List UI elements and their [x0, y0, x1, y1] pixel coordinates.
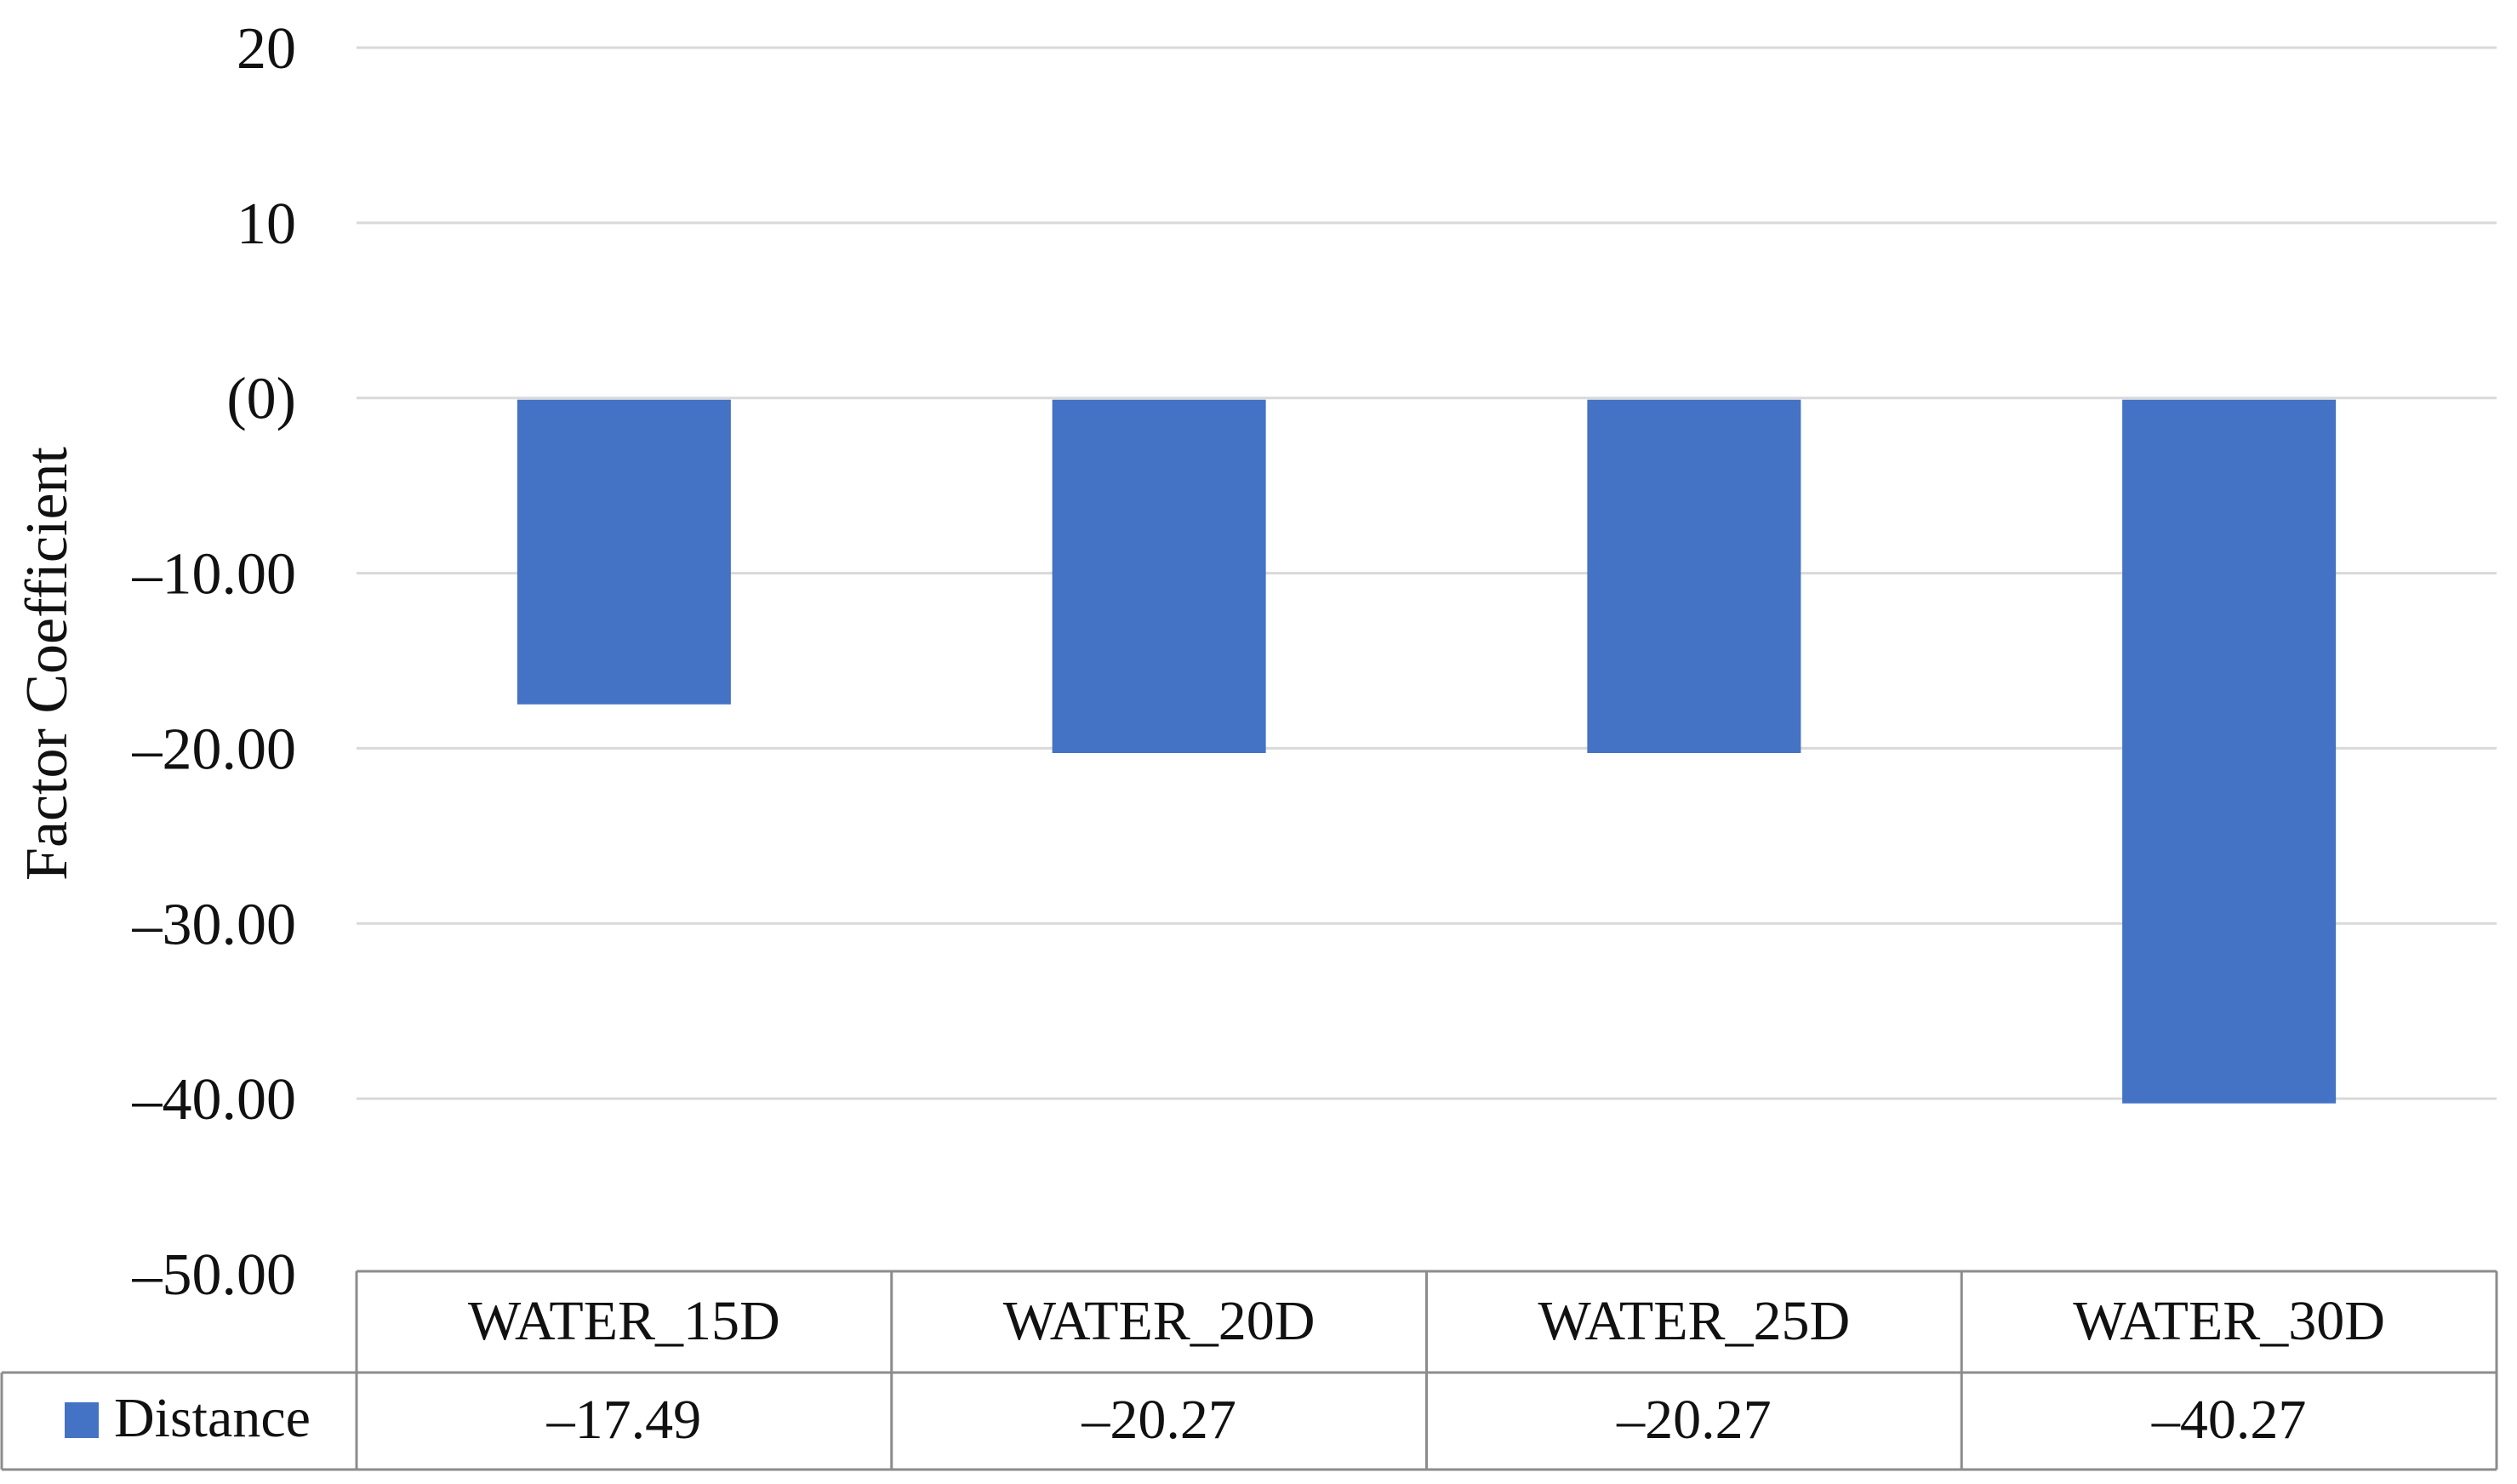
y-tick-label: (0): [226, 367, 296, 432]
y-tick-label: –40.00: [132, 1067, 297, 1133]
data-label: –17.49: [546, 1389, 702, 1451]
category-label: WATER_25D: [1538, 1290, 1851, 1352]
category-label: WATER_20D: [1003, 1290, 1316, 1352]
data-label: –20.27: [1616, 1389, 1772, 1451]
bar-water_15d: [517, 399, 731, 705]
bars: [517, 399, 2337, 1104]
y-tick-label: 20: [237, 16, 296, 82]
y-tick-label: –20.00: [132, 716, 297, 782]
bar-water_30d: [2122, 399, 2337, 1104]
data-label: –40.27: [2151, 1389, 2307, 1451]
data-label: –20.27: [1081, 1389, 1236, 1451]
category-label: WATER_15D: [468, 1290, 780, 1352]
y-tick-label: –50.00: [132, 1242, 297, 1308]
y-tick-labels: 20 10 (0) –10.00 –20.00 –30.00 –40.00 –50.00: [132, 16, 297, 1308]
y-tick-label: –30.00: [132, 892, 297, 957]
y-axis-label: Factor Coefficient: [14, 446, 80, 880]
legend-label: Distance: [114, 1387, 311, 1449]
bar-water_20d: [1052, 399, 1266, 753]
bar-water_25d: [1587, 399, 1801, 753]
y-tick-label: –10.00: [132, 542, 297, 608]
data-table: WATER_15D –17.49 WATER_20D –20.27 WATER_25D –…: [0, 1270, 2498, 1471]
legend-swatch: [65, 1402, 99, 1438]
y-tick-label: 10: [237, 191, 296, 257]
category-label: WATER_30D: [2073, 1290, 2385, 1352]
